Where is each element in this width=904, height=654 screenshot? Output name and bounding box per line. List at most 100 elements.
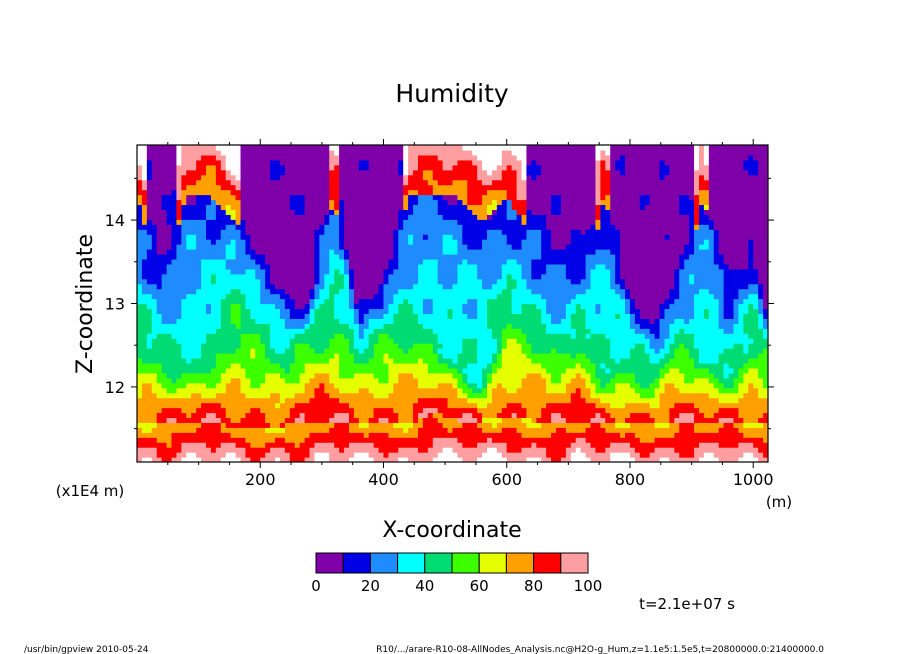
- humidity-cell: [146, 273, 153, 280]
- humidity-cell: [141, 249, 148, 255]
- humidity-cell: [156, 239, 163, 245]
- humidity-cell: [210, 234, 217, 240]
- humidity-cell: [491, 293, 498, 300]
- humidity-cell: [186, 273, 192, 280]
- humidity-cell: [496, 204, 503, 210]
- humidity-cell: [299, 239, 306, 245]
- humidity-cell: [353, 303, 360, 310]
- humidity-cell: [442, 249, 449, 255]
- humidity-cell: [156, 204, 163, 210]
- humidity-cell: [383, 145, 390, 151]
- humidity-cell: [206, 387, 212, 394]
- humidity-cell: [408, 268, 414, 275]
- humidity-cell: [186, 367, 192, 374]
- humidity-cell: [472, 283, 478, 290]
- humidity-cell: [408, 169, 414, 176]
- humidity-cell: [516, 338, 523, 344]
- humidity-cell: [467, 209, 473, 215]
- humidity-cell: [250, 288, 256, 295]
- humidity-cell: [240, 278, 247, 285]
- humidity-cell: [373, 169, 380, 176]
- humidity-cell: [255, 427, 261, 433]
- humidity-cell: [137, 273, 143, 280]
- humidity-cell: [230, 268, 237, 275]
- humidity-cell: [427, 377, 434, 384]
- humidity-cell: [201, 229, 207, 235]
- humidity-cell: [279, 169, 286, 176]
- humidity-cell: [344, 149, 350, 156]
- humidity-cell: [403, 427, 409, 433]
- humidity-cell: [294, 382, 301, 389]
- humidity-cell: [230, 234, 237, 240]
- humidity-cell: [289, 258, 296, 265]
- humidity-cell: [279, 199, 286, 206]
- humidity-cell: [319, 407, 325, 414]
- humidity-cell: [482, 179, 488, 186]
- humidity-cell: [294, 273, 301, 280]
- humidity-cell: [422, 253, 429, 260]
- humidity-cell: [378, 268, 385, 275]
- humidity-cell: [225, 268, 232, 275]
- humidity-cell: [275, 283, 281, 290]
- humidity-cell: [284, 169, 291, 176]
- humidity-cell: [294, 437, 301, 443]
- humidity-cell: [284, 214, 291, 220]
- humidity-cell: [250, 293, 256, 300]
- humidity-cell: [422, 184, 429, 191]
- humidity-cell: [491, 427, 498, 433]
- humidity-cell: [191, 154, 197, 161]
- humidity-cell: [260, 367, 266, 374]
- humidity-cell: [245, 293, 251, 300]
- humidity-cell: [196, 377, 202, 384]
- humidity-cell: [260, 278, 266, 285]
- humidity-cell: [462, 318, 468, 324]
- humidity-cell: [196, 239, 202, 245]
- humidity-cell: [210, 159, 217, 166]
- humidity-cell: [284, 313, 291, 319]
- humidity-cell: [206, 303, 212, 310]
- humidity-cell: [260, 293, 266, 300]
- humidity-cell: [220, 169, 227, 176]
- humidity-cell: [447, 367, 454, 374]
- humidity-cell: [487, 263, 493, 270]
- humidity-cell: [294, 268, 301, 275]
- humidity-cell: [270, 392, 276, 399]
- humidity-cell: [496, 194, 503, 201]
- humidity-cell: [299, 219, 306, 225]
- humidity-cell: [141, 189, 148, 196]
- humidity-cell: [472, 278, 478, 285]
- humidity-cell: [309, 209, 316, 215]
- humidity-cell: [511, 258, 518, 265]
- humidity-cell: [255, 343, 261, 349]
- humidity-cell: [393, 154, 399, 161]
- humidity-cell: [299, 184, 306, 191]
- humidity-cell: [487, 318, 493, 324]
- humidity-cell: [496, 249, 503, 255]
- humidity-cell: [275, 253, 281, 260]
- humidity-cell: [452, 343, 459, 349]
- humidity-cell: [393, 169, 399, 176]
- humidity-cell: [181, 343, 187, 349]
- humidity-cell: [339, 387, 345, 394]
- humidity-cell: [260, 263, 266, 270]
- humidity-cell: [215, 149, 222, 156]
- humidity-cell: [250, 239, 256, 245]
- humidity-cell: [230, 159, 237, 166]
- humidity-cell: [403, 239, 409, 245]
- humidity-cell: [329, 258, 335, 265]
- humidity-cell: [250, 258, 256, 265]
- humidity-cell: [171, 372, 178, 379]
- humidity-cell: [176, 278, 182, 285]
- humidity-cell: [511, 239, 518, 245]
- humidity-cell: [166, 288, 173, 295]
- humidity-cell: [265, 422, 271, 428]
- humidity-cell: [151, 377, 158, 384]
- humidity-cell: [206, 263, 212, 270]
- humidity-cell: [279, 258, 286, 265]
- humidity-cell: [452, 169, 459, 176]
- humidity-cell: [339, 244, 345, 250]
- humidity-cell: [176, 258, 182, 265]
- humidity-cell: [501, 199, 508, 206]
- humidity-cell: [334, 422, 340, 428]
- humidity-cell: [181, 268, 187, 275]
